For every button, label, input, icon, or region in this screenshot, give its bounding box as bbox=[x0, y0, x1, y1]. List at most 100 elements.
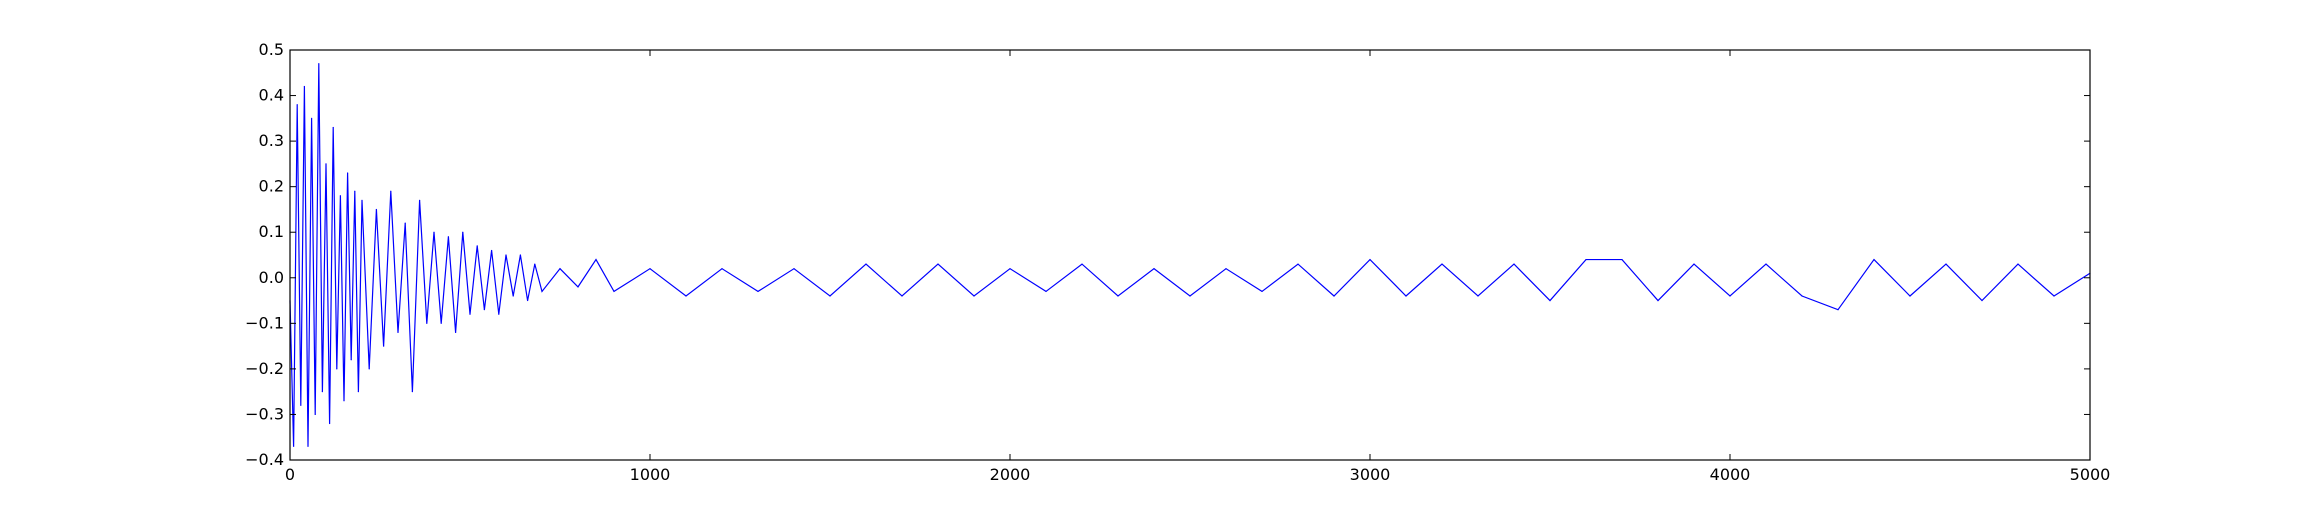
data-point bbox=[336, 368, 338, 370]
x-tick-label: 5000 bbox=[2070, 465, 2111, 484]
data-point bbox=[1981, 299, 1983, 302]
data-point bbox=[613, 290, 615, 293]
y-tick-label: −0.2 bbox=[245, 359, 284, 378]
data-point bbox=[354, 190, 356, 192]
data-point bbox=[491, 249, 493, 252]
data-point bbox=[685, 295, 687, 297]
data-point bbox=[498, 313, 500, 315]
data-point bbox=[350, 359, 352, 361]
data-point bbox=[1477, 295, 1479, 297]
data-point bbox=[329, 422, 331, 425]
y-tick-label: −0.3 bbox=[245, 404, 284, 423]
data-point bbox=[1117, 295, 1119, 297]
data-point bbox=[1297, 263, 1299, 265]
data-point bbox=[339, 195, 341, 197]
data-point bbox=[1585, 258, 1587, 261]
data-point bbox=[505, 254, 507, 256]
plot-area bbox=[289, 63, 2091, 447]
data-point bbox=[757, 290, 759, 293]
data-point bbox=[1801, 295, 1803, 297]
data-point bbox=[307, 445, 309, 447]
y-tick-label: 0.0 bbox=[259, 268, 284, 287]
data-point bbox=[527, 299, 529, 302]
data-point bbox=[1405, 295, 1407, 297]
data-point bbox=[1873, 258, 1875, 261]
data-point bbox=[296, 104, 298, 106]
y-tick-label: 0.2 bbox=[259, 177, 284, 196]
data-point bbox=[1081, 263, 1083, 265]
x-tick-label: 0 bbox=[285, 465, 295, 484]
x-tick-label: 2000 bbox=[990, 465, 1031, 484]
data-point bbox=[1549, 299, 1551, 302]
data-point bbox=[469, 313, 471, 315]
data-point bbox=[1657, 299, 1659, 302]
data-point bbox=[426, 322, 428, 324]
data-point bbox=[793, 268, 795, 270]
data-point bbox=[462, 231, 464, 233]
data-point bbox=[1729, 295, 1731, 297]
data-point bbox=[1621, 258, 1623, 261]
data-point bbox=[411, 391, 413, 393]
y-tick-label: −0.4 bbox=[245, 450, 284, 469]
data-point bbox=[455, 331, 457, 334]
data-point bbox=[721, 268, 723, 270]
data-point bbox=[1441, 263, 1443, 265]
data-point bbox=[1909, 295, 1911, 297]
data-point bbox=[2017, 263, 2019, 265]
data-point bbox=[559, 268, 561, 270]
x-tick-label: 3000 bbox=[1350, 465, 1391, 484]
data-point bbox=[595, 258, 597, 261]
data-point bbox=[865, 263, 867, 265]
data-point bbox=[361, 199, 363, 201]
data-point bbox=[1369, 258, 1371, 261]
data-point bbox=[1225, 268, 1227, 270]
axes: 0 1000 2000 3000 4000 5000 −0.4 −0.3 −0.2 −0.1 0.0… bbox=[245, 40, 2110, 484]
data-point bbox=[577, 286, 579, 288]
data-point bbox=[325, 163, 327, 165]
data-point bbox=[375, 208, 377, 211]
data-point bbox=[1765, 263, 1767, 265]
data-point bbox=[829, 295, 831, 297]
data-point bbox=[973, 295, 975, 297]
data-point bbox=[1513, 263, 1515, 265]
data-point bbox=[1261, 290, 1263, 293]
data-point bbox=[332, 126, 334, 129]
data-point bbox=[314, 413, 316, 416]
data-point bbox=[300, 404, 302, 406]
data-point bbox=[937, 263, 939, 265]
data-point bbox=[404, 222, 406, 224]
data-point bbox=[1045, 290, 1047, 293]
y-tick-label: 0.4 bbox=[259, 86, 284, 105]
series-line-0 bbox=[289, 63, 2091, 447]
y-tick-label: 0.5 bbox=[259, 40, 284, 59]
data-point bbox=[1693, 263, 1695, 265]
data-point bbox=[293, 445, 295, 447]
y-tick-label: −0.1 bbox=[245, 313, 284, 332]
data-point bbox=[321, 391, 323, 393]
y-tick-label: 0.3 bbox=[259, 131, 284, 150]
data-point bbox=[368, 368, 370, 370]
data-point bbox=[433, 231, 435, 233]
x-tick-label: 4000 bbox=[1710, 465, 1751, 484]
data-point bbox=[512, 295, 514, 297]
data-point bbox=[311, 117, 313, 119]
y-tick-label: 0.1 bbox=[259, 222, 284, 241]
data-point bbox=[476, 245, 478, 247]
data-point bbox=[2053, 295, 2055, 297]
data-point bbox=[383, 345, 385, 347]
axes-frame bbox=[289, 49, 2091, 461]
data-point bbox=[397, 331, 399, 334]
data-point bbox=[1153, 268, 1155, 270]
data-point bbox=[343, 400, 345, 402]
data-point bbox=[649, 268, 651, 270]
data-point bbox=[303, 85, 305, 88]
data-point bbox=[534, 263, 536, 265]
data-point bbox=[390, 190, 392, 192]
data-point bbox=[901, 295, 903, 297]
data-point bbox=[318, 63, 320, 65]
data-point bbox=[347, 172, 349, 174]
x-tick-label: 1000 bbox=[630, 465, 671, 484]
data-point bbox=[541, 290, 543, 293]
